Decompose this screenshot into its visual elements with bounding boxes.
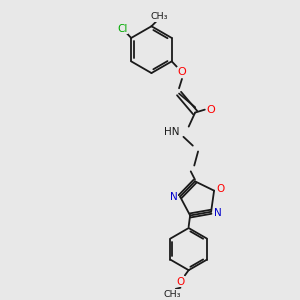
Text: Cl: Cl <box>117 24 128 34</box>
Text: CH₃: CH₃ <box>151 12 168 21</box>
Text: CH₃: CH₃ <box>164 290 181 299</box>
Text: HN: HN <box>164 128 179 137</box>
Text: O: O <box>207 105 216 115</box>
Text: N: N <box>170 192 178 202</box>
Text: O: O <box>176 277 184 287</box>
Text: O: O <box>178 68 186 77</box>
Text: N: N <box>214 208 221 218</box>
Text: O: O <box>216 184 225 194</box>
